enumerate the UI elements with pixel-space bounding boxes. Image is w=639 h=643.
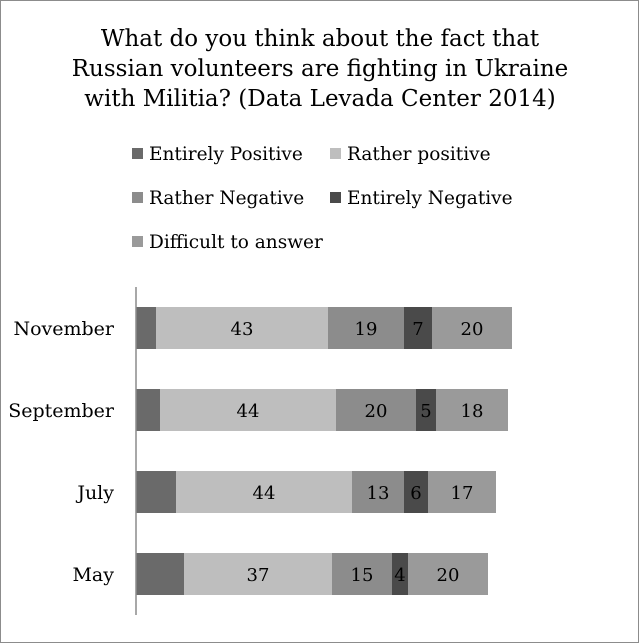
legend-label-rather-negative: Rather Negative (149, 188, 304, 209)
legend-label-rather-positive: Rather positive (347, 144, 491, 165)
bar-july-entirely-positive (136, 471, 176, 513)
chart-title-line-2: Russian volunteers are fighting in Ukrai… (72, 56, 569, 82)
bar-september-entirely-negative (416, 389, 436, 431)
chart-legend: Entirely Positive Rather positive Rather N… (132, 144, 513, 253)
legend-label-difficult-to-answer: Difficult to answer (149, 232, 323, 253)
data-label-july-entirely-negative: 6 (410, 483, 421, 504)
bar-july-rather-negative (352, 471, 404, 513)
bar-november-entirely-positive (136, 307, 156, 349)
bar-september-rather-positive (160, 389, 336, 431)
chart-bars: 43 19 7 20 44 20 5 18 44 13 6 17 37 15 4 20 (136, 307, 512, 595)
category-label-november: November (13, 318, 114, 340)
bar-july-difficult-to-answer (428, 471, 496, 513)
legend-swatch-rather-negative (132, 192, 143, 203)
bar-november-rather-negative (328, 307, 404, 349)
data-label-september-rather-positive: 44 (237, 401, 260, 422)
legend-swatch-difficult-to-answer (132, 236, 143, 247)
category-label-may: May (72, 564, 114, 586)
legend-swatch-entirely-negative (330, 192, 341, 203)
legend-label-entirely-positive: Entirely Positive (149, 144, 303, 165)
data-label-november-entirely-negative: 7 (412, 319, 423, 340)
data-label-july-rather-positive: 44 (253, 483, 276, 504)
data-label-november-rather-positive: 43 (231, 319, 254, 340)
chart-title-line-1: What do you think about the fact that (101, 26, 540, 52)
category-axis-labels: November September July May (8, 318, 115, 586)
chart-title-line-3: with Militia? (Data Levada Center 2014) (84, 86, 555, 112)
category-label-july: July (75, 482, 114, 504)
data-label-september-difficult-to-answer: 18 (461, 401, 484, 422)
bar-may-rather-negative (332, 553, 392, 595)
bar-july-entirely-negative (404, 471, 428, 513)
data-label-september-rather-negative: 20 (365, 401, 388, 422)
data-label-may-difficult-to-answer: 20 (437, 565, 460, 586)
legend-swatch-entirely-positive (132, 148, 143, 159)
data-label-may-rather-negative: 15 (351, 565, 374, 586)
bar-may-entirely-negative (392, 553, 408, 595)
data-label-september-entirely-negative: 5 (420, 401, 431, 422)
data-label-november-difficult-to-answer: 20 (461, 319, 484, 340)
data-label-november-rather-negative: 19 (355, 319, 378, 340)
bar-may-difficult-to-answer (408, 553, 488, 595)
legend-swatch-rather-positive (330, 148, 341, 159)
chart-title: What do you think about the fact that Ru… (72, 26, 569, 112)
bar-september-entirely-positive (136, 389, 160, 431)
bar-july-rather-positive (176, 471, 352, 513)
bar-may-entirely-positive (136, 553, 184, 595)
bar-may-rather-positive (184, 553, 332, 595)
bar-november-rather-positive (156, 307, 328, 349)
data-label-may-rather-positive: 37 (247, 565, 270, 586)
bar-november-difficult-to-answer (432, 307, 512, 349)
category-label-september: September (8, 400, 115, 422)
bar-september-difficult-to-answer (436, 389, 508, 431)
legend-label-entirely-negative: Entirely Negative (347, 188, 513, 209)
bar-september-rather-negative (336, 389, 416, 431)
data-label-july-rather-negative: 13 (367, 483, 390, 504)
data-label-may-entirely-negative: 4 (394, 565, 405, 586)
data-label-july-difficult-to-answer: 17 (451, 483, 474, 504)
bar-november-entirely-negative (404, 307, 432, 349)
